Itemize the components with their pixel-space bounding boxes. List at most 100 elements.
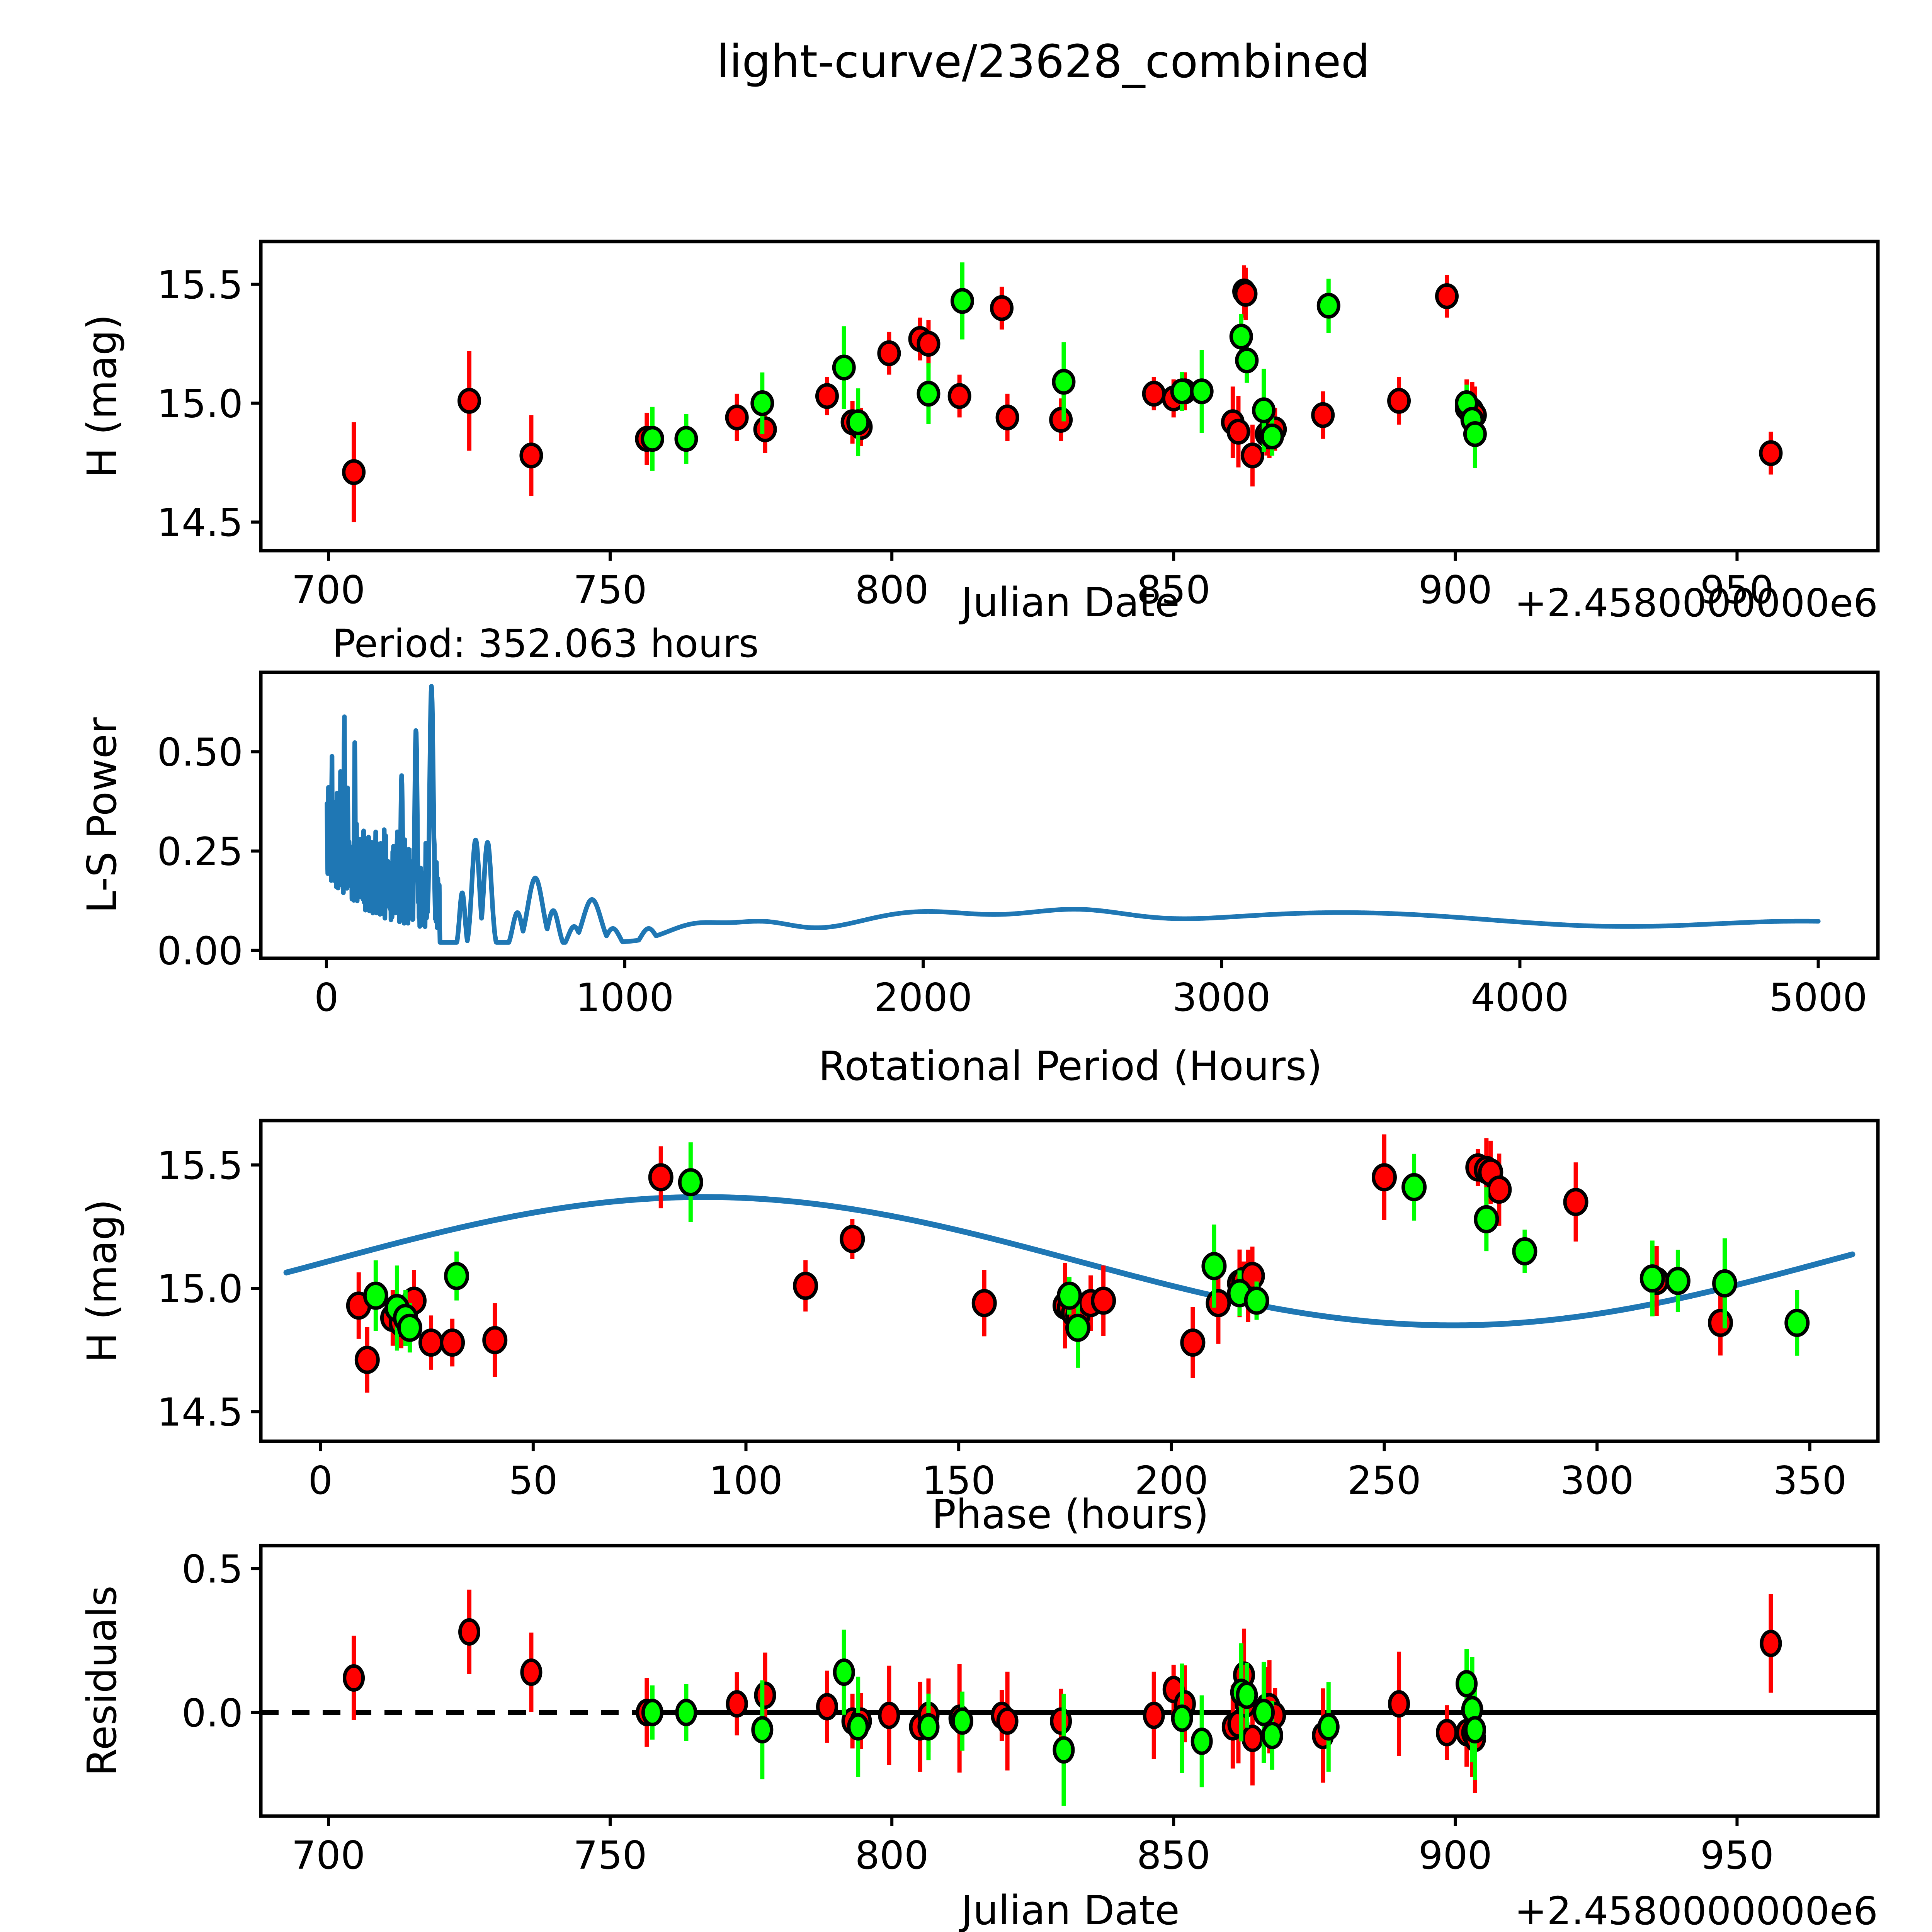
data-point: [877, 340, 901, 366]
lightcurve-xtick-label: 850: [1137, 567, 1211, 612]
data-point: [1170, 378, 1194, 405]
data-point: [917, 331, 940, 357]
lightcurve-ylabel: H (mag): [78, 314, 126, 478]
phase-xtick-label: 100: [709, 1458, 783, 1503]
data-point: [1201, 1252, 1227, 1281]
data-point: [1401, 1173, 1427, 1201]
figure-title: light-curve/23628_combined: [716, 35, 1370, 88]
data-point: [1206, 1289, 1231, 1317]
phase-frame: [259, 1119, 1880, 1443]
data-point: [519, 442, 543, 469]
lightcurve-xlabel: Julian Date: [959, 579, 1180, 626]
data-point: [458, 1618, 481, 1646]
data-point: [726, 1690, 748, 1718]
lightcurve-xtick-label: 950: [1700, 567, 1774, 612]
data-point: [440, 1328, 465, 1357]
data-point: [1252, 397, 1276, 423]
data-point: [1387, 388, 1411, 414]
data-point: [1261, 1721, 1283, 1749]
data-point: [1234, 281, 1258, 307]
phase-xtick-label: 250: [1347, 1458, 1421, 1503]
lightcurve-xtick-label: 700: [292, 567, 366, 612]
data-point: [1563, 1188, 1588, 1216]
panel-periodogram: Period: 352.063 hours 0 1000 2000 3000 4000 5…: [0, 618, 1932, 1101]
data-point: [1463, 421, 1487, 447]
data-point: [1316, 293, 1340, 319]
phase-ytick-label: 15.5: [157, 1143, 243, 1188]
data-point: [1456, 1670, 1478, 1697]
residuals-xtick-label: 800: [855, 1833, 929, 1878]
data-point: [990, 295, 1014, 321]
data-point: [444, 1262, 469, 1290]
data-point: [1474, 1205, 1499, 1233]
phase-xtick-label: 150: [922, 1458, 996, 1503]
data-point: [1708, 1309, 1733, 1337]
periodogram-xtick-label: 3000: [1172, 975, 1271, 1020]
periodogram-ylabel: L-S Power: [78, 717, 126, 913]
residuals-offset-label: +2.4580000000e6: [1514, 1888, 1878, 1932]
data-point: [1142, 381, 1166, 407]
data-point: [641, 1699, 663, 1726]
data-point: [1052, 369, 1076, 395]
panel-residuals: 700 750 800 850 900 950 0.0 0.5 Residuals Julia…: [0, 1538, 1932, 1932]
data-point: [363, 1281, 388, 1310]
data-point: [846, 409, 870, 435]
data-point: [1050, 1707, 1072, 1735]
lightcurve-xtick-label: 800: [855, 567, 929, 612]
data-point: [995, 404, 1019, 430]
data-point: [1260, 423, 1284, 450]
data-point: [674, 426, 698, 452]
residuals-xlabel: Julian Date: [959, 1887, 1180, 1932]
periodogram-curve: [325, 684, 1821, 945]
periodogram-xtick-label: 0: [314, 975, 339, 1020]
data-point: [640, 426, 664, 452]
data-point: [1065, 1313, 1091, 1342]
data-point: [342, 459, 366, 485]
phase-ytick-label: 15.0: [157, 1266, 243, 1311]
data-point: [1665, 1267, 1690, 1295]
periodogram-xlabel: Rotational Period (Hours): [818, 1043, 1322, 1090]
residuals-ylabel: Residuals: [78, 1585, 126, 1776]
data-point: [750, 390, 774, 416]
data-point: [520, 1658, 543, 1686]
data-point: [917, 1713, 940, 1741]
phase-xlabel: Phase (hours): [932, 1491, 1209, 1538]
data-point: [482, 1326, 508, 1354]
periodogram-ytick-label: 0.50: [157, 730, 243, 775]
periodogram-ytick-label: 0.25: [157, 829, 243, 874]
data-point: [1512, 1237, 1537, 1265]
data-point: [793, 1272, 818, 1300]
residuals-xtick-label: 950: [1700, 1833, 1774, 1878]
data-point: [1091, 1286, 1116, 1315]
phase-xtick-label: 200: [1134, 1458, 1208, 1503]
data-point: [1190, 378, 1214, 405]
data-point: [354, 1345, 380, 1374]
phase-ylabel: H (mag): [78, 1199, 126, 1362]
data-point: [397, 1313, 422, 1342]
data-point: [878, 1701, 900, 1729]
data-point: [1236, 1681, 1258, 1709]
data-point: [996, 1707, 1019, 1735]
data-point: [950, 288, 974, 314]
data-point: [847, 1713, 869, 1741]
data-point: [1760, 1629, 1782, 1657]
data-point: [1435, 1719, 1458, 1747]
data-point: [951, 1707, 973, 1735]
lightcurve-offset-label: +2.4580000000e6: [1514, 580, 1878, 626]
phase-xtick-label: 300: [1560, 1458, 1634, 1503]
lightcurve-xtick-label: 900: [1418, 567, 1492, 612]
phase-ytick-label: 14.5: [157, 1389, 243, 1435]
periodogram-xtick-label: 4000: [1471, 975, 1569, 1020]
phase-xtick-label: 50: [509, 1458, 558, 1503]
residuals-xtick-label: 850: [1137, 1833, 1211, 1878]
data-point: [1317, 1713, 1340, 1741]
data-point: [1253, 1699, 1275, 1726]
data-point: [1235, 347, 1259, 374]
data-point: [1371, 1163, 1397, 1192]
data-point: [725, 404, 749, 430]
periodogram-ytick-label: 0.00: [157, 928, 243, 973]
sinusoid-fit-curve: [283, 1194, 1855, 1328]
periodogram-xtick-label: 2000: [874, 975, 973, 1020]
data-point: [1049, 407, 1073, 433]
data-point: [947, 383, 971, 409]
